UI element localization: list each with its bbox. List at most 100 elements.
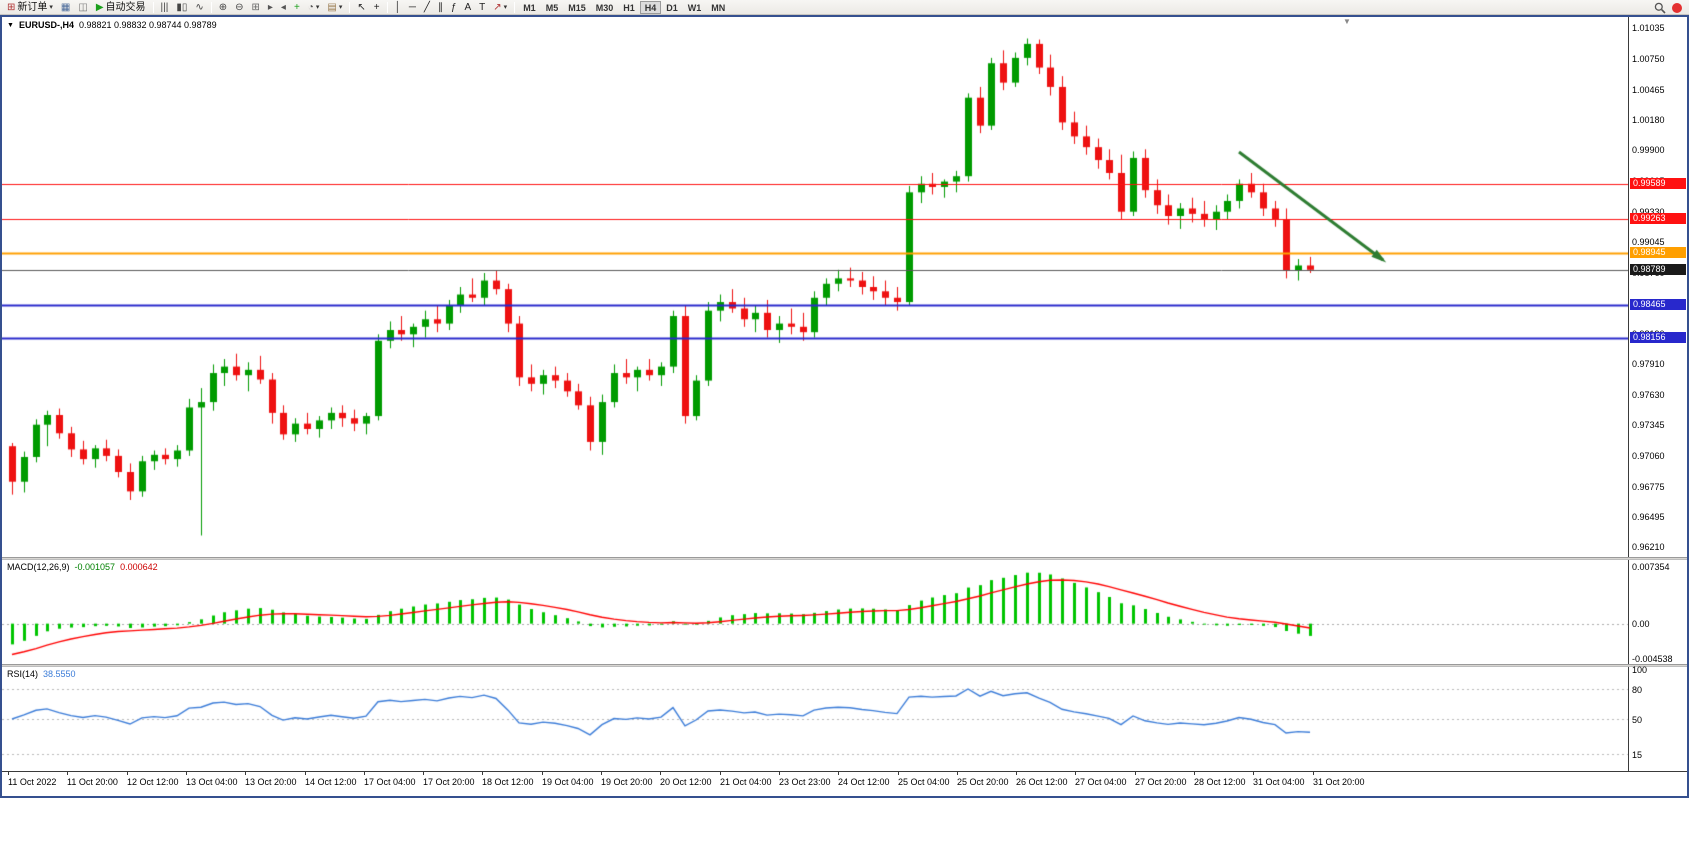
rsi-axis-label: 50 — [1632, 715, 1643, 725]
bars-chart-button[interactable]: ||| — [157, 1, 173, 14]
toolbar-separator — [349, 1, 351, 13]
rsi-axis[interactable]: 100 80 50 15 — [1628, 665, 1687, 771]
channel-button[interactable]: ∥ — [434, 1, 447, 14]
zoom-out-button[interactable]: ⊖ — [231, 1, 247, 14]
zoom-out-icon: ⊖ — [235, 1, 244, 13]
text-button[interactable]: A — [461, 1, 476, 14]
cursor-button[interactable]: ↖ — [353, 1, 369, 14]
candles-chart-button[interactable]: ▮▯ — [172, 1, 191, 14]
crosshair-button[interactable]: + — [370, 1, 384, 14]
time-axis-label: 28 Oct 12:00 — [1194, 777, 1246, 787]
macd-axis[interactable]: 0.007354 0.00 -0.004538 — [1628, 560, 1687, 664]
fibonacci-icon: ƒ — [450, 1, 457, 13]
price-axis-label: 0.99900 — [1632, 145, 1665, 156]
time-axis-tick — [245, 772, 246, 775]
rsi-pane: RSI(14) 38.5550 100 80 50 15 — [2, 665, 1687, 771]
timeframe-mn-button[interactable]: MN — [711, 2, 726, 13]
macd-axis-label: 0.007354 — [1632, 561, 1670, 572]
auto-scroll-button[interactable]: ▸ — [264, 1, 277, 14]
time-axis-label: 14 Oct 12:00 — [305, 777, 357, 787]
time-axis-tick — [305, 772, 306, 775]
fibonacci-button[interactable]: ƒ — [447, 1, 461, 14]
timeframe-m5-button[interactable]: M5 — [545, 2, 559, 13]
price-axis-label: 1.00750 — [1632, 53, 1665, 64]
time-axis-tick — [8, 772, 9, 775]
chart-shift-button[interactable]: ◂ — [277, 1, 290, 14]
macd-canvas[interactable] — [2, 560, 1628, 664]
time-axis-tick — [720, 772, 721, 775]
zoom-in-button[interactable]: ⊕ — [215, 1, 231, 14]
time-axis[interactable]: 11 Oct 2022 11 Oct 20:00 12 Oct 12:00 13 Oc… — [2, 771, 1687, 794]
timeframe-m30-button[interactable]: M30 — [595, 2, 614, 13]
time-axis-label: 19 Oct 20:00 — [601, 777, 653, 787]
arrow-objects-button[interactable]: ↗ ▾ — [489, 1, 511, 14]
rsi-axis-label: 15 — [1632, 750, 1643, 760]
macd-axis-label: -0.004538 — [1632, 653, 1673, 664]
price-axis-label: 0.96495 — [1632, 511, 1665, 522]
toolbar: ⊞ 新订单 ▾ ▦ ◫ ▶ 自动交易 ||| ▮▯ ∿ ⊕ ⊖ ⊞ ▸ ◂ + ◔ ▾ ▤ ▾ ↖ + │ ─ ╱ ∥ ƒ A T ↗ ▾ M… — [0, 0, 1689, 15]
caret-down-icon: ▾ — [315, 3, 320, 11]
toolbar-separator — [152, 1, 154, 13]
chart-dropdown-icon[interactable]: ▼ — [7, 21, 14, 29]
panel-splitter[interactable] — [2, 664, 1687, 667]
time-axis-label: 17 Oct 20:00 — [423, 777, 475, 787]
timeframe-w1-button[interactable]: W1 — [687, 2, 702, 13]
ohlc-bars-icon: ||| — [160, 1, 169, 13]
chart-window-icon: ▦ — [60, 1, 71, 13]
horizontal-line-button[interactable]: ─ — [405, 1, 420, 14]
periods-button[interactable]: ◔ ▾ — [304, 1, 324, 14]
chart-ohlc-values: 0.98821 0.98832 0.98744 0.98789 — [78, 20, 217, 30]
timeframe-h1-button[interactable]: H1 — [623, 2, 635, 13]
macd-name: MACD(12,26,9) — [7, 562, 70, 572]
autotrade-button[interactable]: ▶ 自动交易 — [92, 1, 150, 14]
time-axis-label: 27 Oct 04:00 — [1075, 777, 1127, 787]
rsi-value: 38.5550 — [43, 669, 76, 679]
time-axis-tick — [779, 772, 780, 775]
timeframe-h4-button[interactable]: H4 — [639, 0, 662, 14]
time-axis-tick — [482, 772, 483, 775]
tile-windows-button[interactable]: ⊞ — [248, 1, 264, 14]
notification-dot-icon[interactable] — [1672, 2, 1682, 13]
price-chart-canvas[interactable] — [2, 17, 1628, 557]
crosshair-icon: + — [373, 1, 380, 13]
line-chart-button[interactable]: ∿ — [191, 1, 207, 14]
add-indicator-button[interactable]: + — [290, 1, 304, 14]
rsi-label: RSI(14) 38.5550 — [7, 669, 76, 679]
time-axis-tick — [957, 772, 958, 775]
bid-price-tag: 0.98789 — [1630, 263, 1686, 275]
price-axis[interactable]: 1.010351.007501.004651.001800.999000.996… — [1628, 17, 1687, 557]
price-pane: ▼ EURUSD-,H4 0.98821 0.98832 0.98744 0.9… — [2, 17, 1687, 557]
timeframe-m1-button[interactable]: M1 — [523, 2, 536, 13]
new-order-button[interactable]: ⊞ 新订单 ▾ — [3, 1, 57, 14]
autotrade-play-icon: ▶ — [95, 1, 104, 13]
rsi-name: RSI(14) — [7, 669, 39, 679]
time-axis-label: 13 Oct 04:00 — [186, 777, 238, 787]
tile-windows-icon: ⊞ — [251, 1, 260, 13]
trendline-button[interactable]: ╱ — [420, 1, 434, 14]
timeframe-d1-button[interactable]: D1 — [666, 2, 678, 13]
rsi-canvas[interactable] — [2, 667, 1628, 771]
text-label-icon: T — [479, 1, 486, 13]
time-axis-label: 31 Oct 20:00 — [1313, 777, 1365, 787]
price-axis-label: 0.96775 — [1632, 481, 1665, 492]
price-axis-label: 0.96210 — [1632, 542, 1665, 553]
toolbar-separator — [514, 1, 516, 13]
templates-button[interactable]: ▤ ▾ — [323, 1, 346, 14]
new-order-icon: ⊞ — [7, 1, 16, 13]
time-axis-tick — [1016, 772, 1017, 775]
time-axis-label: 17 Oct 04:00 — [364, 777, 416, 787]
time-axis-tick — [1075, 772, 1076, 775]
search-icon[interactable] — [1654, 2, 1666, 14]
text-label-button[interactable]: T — [475, 1, 489, 14]
trendline-icon: ╱ — [423, 1, 430, 13]
vertical-line-button[interactable]: │ — [391, 1, 405, 14]
time-axis-tick — [1194, 772, 1195, 775]
chart-window-button[interactable]: ▦ — [57, 1, 74, 14]
panel-splitter[interactable] — [2, 557, 1687, 560]
time-axis-label: 12 Oct 12:00 — [127, 777, 179, 787]
time-axis-label: 31 Oct 04:00 — [1253, 777, 1305, 787]
time-axis-label: 25 Oct 20:00 — [957, 777, 1009, 787]
profiles-button[interactable]: ◫ — [74, 1, 91, 14]
timeframe-m15-button[interactable]: M15 — [568, 2, 586, 13]
candlestick-icon: ▮▯ — [176, 1, 188, 13]
